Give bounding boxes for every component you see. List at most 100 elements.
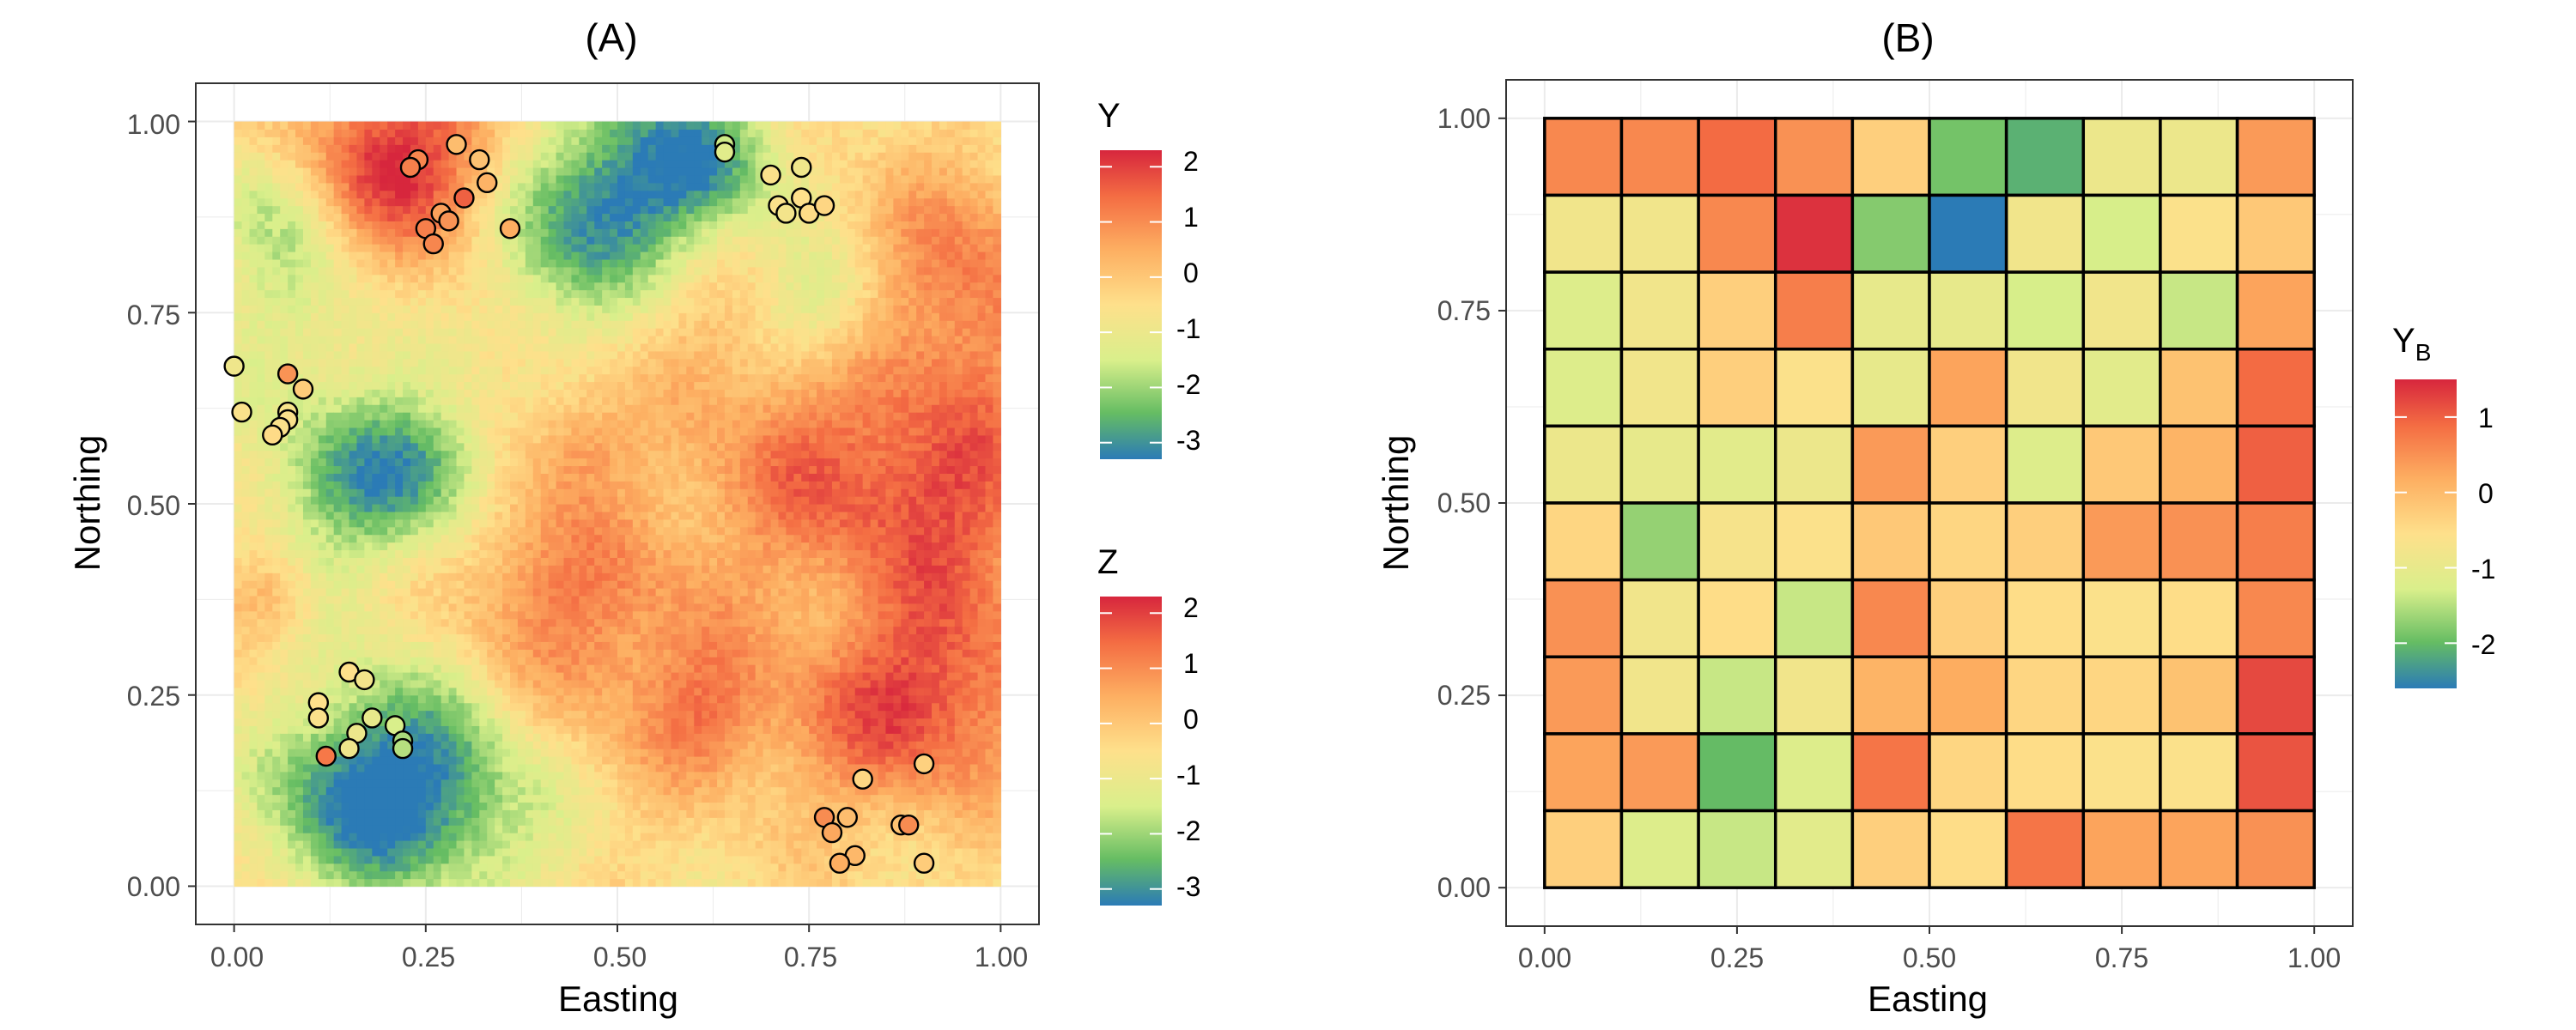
panel-a-raster-cell <box>456 565 465 573</box>
panel-a-raster-cell <box>372 205 380 215</box>
panel-a-raster-cell <box>540 847 550 857</box>
panel-a-raster-cell <box>440 565 450 573</box>
panel-a-raster-cell <box>272 641 281 650</box>
panel-a-raster-cell <box>310 228 319 237</box>
panel-a-raster-cell <box>532 511 542 520</box>
panel-a-raster-cell <box>517 457 526 467</box>
panel-a-raster-cell <box>540 412 550 421</box>
panel-a-raster-cell <box>234 228 243 237</box>
panel-a-raster-cell <box>433 702 442 712</box>
panel-a-raster-cell <box>448 694 458 704</box>
panel-a-raster-cell <box>403 389 411 397</box>
panel-a-raster-cell <box>295 121 304 130</box>
panel-a-raster-cell <box>440 152 450 161</box>
panel-a-raster-cell <box>280 817 289 826</box>
panel-a-raster-cell <box>433 358 442 367</box>
panel-a-raster-cell <box>464 763 472 772</box>
panel-a-raster-cell <box>410 702 419 712</box>
panel-a-raster-cell <box>456 244 465 252</box>
panel-a-raster-cell <box>479 350 488 360</box>
panel-a-raster-cell <box>464 152 472 161</box>
panel-a-raster-cell <box>464 244 472 252</box>
panel-a-raster-cell <box>234 167 243 176</box>
panel-a-raster-cell <box>295 213 304 221</box>
panel-a-raster-cell <box>341 534 350 543</box>
panel-a-raster-cell <box>525 748 534 757</box>
panel-a-raster-cell <box>464 672 472 681</box>
panel-a-raster-cell <box>310 136 319 145</box>
panel-a-raster-cell <box>341 236 350 245</box>
panel-a-raster-cell <box>532 404 542 413</box>
panel-a-raster-cell <box>272 756 281 765</box>
panel-a-raster-cell <box>403 511 411 520</box>
panel-a-raster-cell <box>295 733 304 742</box>
panel-a-raster-cell <box>464 618 472 627</box>
panel-a-raster-cell <box>310 366 319 375</box>
panel-a-raster-cell <box>310 863 319 872</box>
panel-a-raster-cell <box>602 771 611 780</box>
panel-a-raster-cell <box>471 496 480 505</box>
panel-a-raster-cell <box>310 465 319 474</box>
panel-a-raster-cell <box>380 488 388 497</box>
panel-a-raster-cell <box>410 190 419 199</box>
panel-a-raster-cell <box>249 626 258 635</box>
panel-a-raster-cell <box>586 504 595 512</box>
panel-a-raster-cell <box>563 144 573 153</box>
panel-a-raster-cell <box>341 244 350 252</box>
panel-a-raster-cell <box>356 442 365 451</box>
panel-a-raster-cell <box>464 565 472 573</box>
panel-a-raster-cell <box>288 282 296 291</box>
panel-a-raster-cell <box>517 526 526 536</box>
panel-a-raster-cell <box>257 358 265 367</box>
panel-a-raster-cell <box>302 825 312 833</box>
panel-a-raster-cell <box>356 427 365 436</box>
panel-a-raster-cell <box>280 702 289 712</box>
panel-a-raster-cell <box>548 152 557 161</box>
panel-a-raster-cell <box>579 702 587 712</box>
panel-a-raster-cell <box>502 588 511 597</box>
panel-a-raster-cell <box>295 336 304 344</box>
panel-a-raster-cell <box>410 221 419 229</box>
panel-a-raster-cell <box>356 504 365 512</box>
panel-a-raster-cell <box>479 496 488 505</box>
panel-a-raster-cell <box>325 725 335 734</box>
panel-a-raster-cell <box>249 282 258 291</box>
panel-a-raster-cell <box>395 366 404 375</box>
panel-a-raster-cell <box>563 855 573 864</box>
panel-a-raster-cell <box>440 366 450 375</box>
panel-a-raster-cell <box>525 817 534 826</box>
panel-a-raster-cell <box>310 236 319 245</box>
panel-a-raster-cell <box>302 847 312 857</box>
panel-a-raster-cell <box>563 465 573 474</box>
panel-a-raster-cell <box>510 741 519 749</box>
panel-a-raster-cell <box>571 610 580 620</box>
panel-a-raster-cell <box>456 573 465 581</box>
panel-a-raster-cell <box>594 817 603 826</box>
panel-a-raster-cell <box>349 595 358 604</box>
panel-a-raster-cell <box>495 664 503 673</box>
panel-a-raster-cell <box>440 182 450 191</box>
panel-a-raster-cell <box>241 167 251 176</box>
panel-a-raster-cell <box>272 504 281 512</box>
panel-a-raster-cell <box>425 794 434 803</box>
panel-a-raster-cell <box>318 511 327 520</box>
panel-a-raster-cell <box>479 381 488 390</box>
panel-a-raster-cell <box>425 603 434 612</box>
panel-a-raster-cell <box>448 595 458 604</box>
panel-a-raster-cell <box>579 763 587 772</box>
panel-a-raster-cell <box>525 633 534 642</box>
panel-a-raster-cell <box>295 603 304 612</box>
panel-a-raster-cell <box>280 205 289 215</box>
panel-a-raster-cell <box>602 412 611 421</box>
panel-a-raster-cell <box>241 702 251 712</box>
panel-a-raster-cell <box>540 305 550 313</box>
panel-a-raster-cell <box>417 129 427 137</box>
panel-a-raster-cell <box>602 136 611 145</box>
panel-a-raster-cell <box>341 152 350 161</box>
panel-a-raster-cell <box>510 266 519 276</box>
panel-a-raster-cell <box>341 786 350 796</box>
panel-a-raster-cell <box>318 534 327 543</box>
panel-a-raster-cell <box>417 672 427 681</box>
panel-a-raster-cell <box>364 641 373 650</box>
panel-a-raster-cell <box>333 733 343 742</box>
